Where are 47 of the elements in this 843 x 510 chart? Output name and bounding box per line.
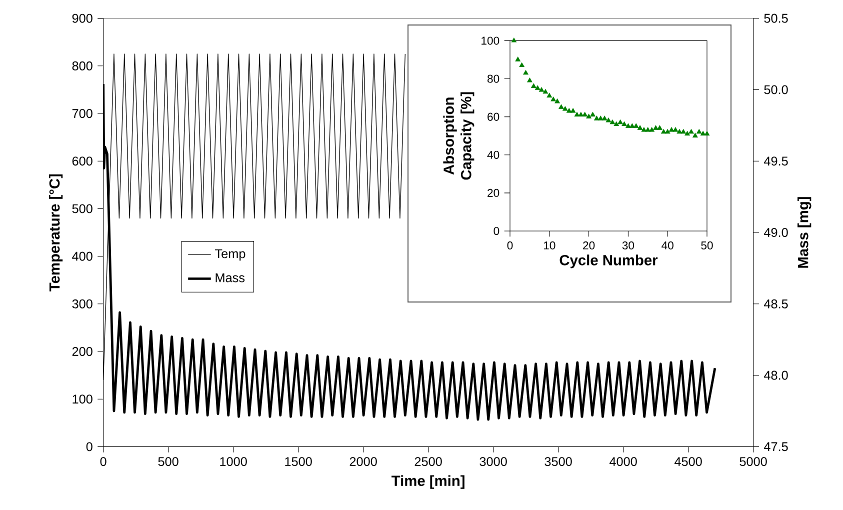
legend-label: Mass [216,273,245,282]
y2-tick-label: 47.5 [764,442,788,452]
y-tick-label: 200 [72,347,92,356]
y-axis-title: Temperature [°C] [48,174,63,292]
y2-tick-label: 49.0 [764,228,788,237]
y2-tick-label: 50.0 [764,85,788,94]
y-tick-label: 800 [72,61,92,70]
x-tick-label: 0 [507,241,513,250]
x-tick-label: 0 [100,457,106,466]
y2-tick-label: 48.0 [764,370,788,380]
x-tick-label: 4500 [674,457,702,466]
y-tick-label: 100 [72,394,92,404]
x-tick-label: 1000 [220,457,247,466]
x-tick-label: 50 [701,241,713,250]
legend-label: Temp [215,249,246,261]
y-tick-label: 600 [72,156,92,166]
x-tick-label: 4000 [610,457,637,466]
x-axis-title: Time [min] [392,475,464,489]
x-tick-label: 1500 [285,457,312,466]
y-tick-label: 40 [487,150,500,159]
x-tick-label: 2000 [350,457,377,466]
y-tick-label: 700 [72,109,92,118]
x-tick-label: 30 [622,241,634,250]
y-tick-label: 900 [72,14,92,23]
x-axis-title: Cycle Number [560,254,658,268]
y-tick-label: 100 [482,36,500,45]
y2-tick-label: 49.5 [764,156,788,166]
y-tick-label: 500 [72,204,92,214]
x-tick-label: 10 [544,241,556,250]
y-tick-label: 80 [487,74,500,83]
x-tick-label: 20 [583,241,595,250]
y-tick-label: 400 [72,252,92,261]
y-tick-label: 0 [494,226,500,235]
y-tick-label: 0 [86,442,92,452]
y-axis-title: Absorption Capacity [%] [443,92,474,180]
x-tick-label: 3500 [544,457,572,466]
x-tick-label: 500 [158,457,178,466]
y-tick-label: 20 [488,188,500,197]
y2-tick-label: 50.5 [764,14,788,23]
x-tick-label: 5000 [740,457,767,466]
x-tick-label: 3000 [480,457,507,466]
y-tick-label: 300 [72,299,92,308]
y2-tick-label: 48.5 [764,299,788,308]
y2-axis-title: Mass [mg] [798,197,812,268]
x-tick-label: 40 [662,241,674,250]
x-tick-label: 2500 [414,457,442,466]
y-tick-label: 60 [488,112,500,121]
